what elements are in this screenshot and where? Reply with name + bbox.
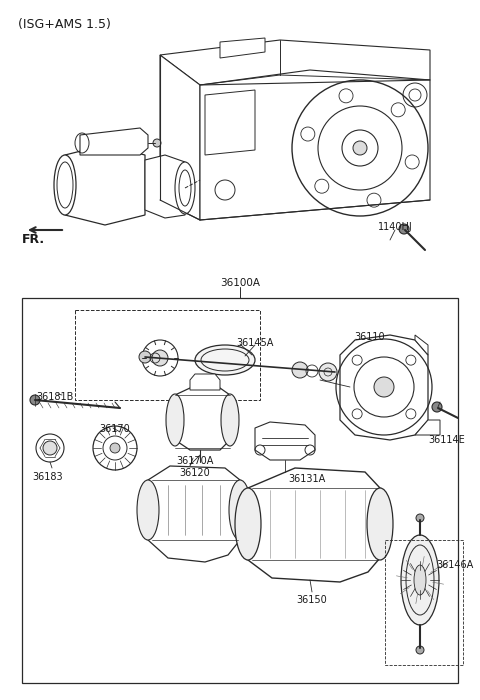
Circle shape	[30, 395, 40, 405]
Text: (ISG+AMS 1.5): (ISG+AMS 1.5)	[18, 18, 111, 31]
Polygon shape	[145, 155, 185, 218]
Polygon shape	[65, 145, 145, 225]
Text: 36170: 36170	[100, 424, 131, 434]
Text: 36110: 36110	[355, 332, 385, 342]
Text: FR.: FR.	[22, 233, 45, 246]
Text: 36114E: 36114E	[429, 435, 466, 445]
Text: 36131A: 36131A	[288, 474, 325, 484]
Polygon shape	[255, 422, 315, 460]
Polygon shape	[175, 388, 230, 450]
Ellipse shape	[401, 535, 439, 625]
Ellipse shape	[367, 488, 393, 560]
Polygon shape	[248, 468, 380, 582]
Ellipse shape	[235, 488, 261, 560]
Polygon shape	[415, 335, 428, 355]
Circle shape	[399, 224, 409, 234]
Text: 36181B: 36181B	[36, 392, 74, 402]
Ellipse shape	[195, 345, 255, 375]
Polygon shape	[415, 420, 440, 435]
Text: 36120: 36120	[180, 468, 210, 478]
Ellipse shape	[137, 480, 159, 540]
Circle shape	[319, 363, 337, 381]
Polygon shape	[200, 80, 430, 220]
Polygon shape	[220, 38, 265, 58]
Polygon shape	[205, 90, 255, 155]
Bar	[385, 540, 463, 665]
Polygon shape	[160, 55, 200, 220]
Ellipse shape	[229, 480, 251, 540]
Circle shape	[432, 402, 442, 412]
Circle shape	[152, 350, 168, 366]
Circle shape	[110, 443, 120, 453]
Circle shape	[43, 441, 57, 455]
Circle shape	[374, 377, 394, 397]
Text: 36183: 36183	[33, 472, 63, 482]
Text: 36146A: 36146A	[436, 560, 474, 570]
Circle shape	[416, 646, 424, 654]
Circle shape	[416, 514, 424, 522]
Polygon shape	[190, 374, 220, 390]
Ellipse shape	[221, 394, 239, 446]
Polygon shape	[80, 128, 148, 155]
Polygon shape	[148, 466, 240, 562]
Polygon shape	[340, 335, 428, 440]
Text: 1140HJ: 1140HJ	[378, 222, 412, 232]
Ellipse shape	[175, 162, 195, 214]
Circle shape	[139, 351, 151, 363]
Text: 36150: 36150	[297, 595, 327, 605]
Text: 36170A: 36170A	[176, 456, 214, 466]
Bar	[75, 310, 260, 400]
Ellipse shape	[54, 155, 76, 215]
Bar	[22, 298, 458, 683]
Text: 36100A: 36100A	[220, 278, 260, 288]
Circle shape	[292, 362, 308, 378]
Ellipse shape	[166, 394, 184, 446]
Polygon shape	[160, 40, 430, 85]
Circle shape	[353, 141, 367, 155]
Circle shape	[153, 139, 161, 147]
Text: 36145A: 36145A	[236, 338, 274, 348]
Ellipse shape	[414, 565, 426, 595]
